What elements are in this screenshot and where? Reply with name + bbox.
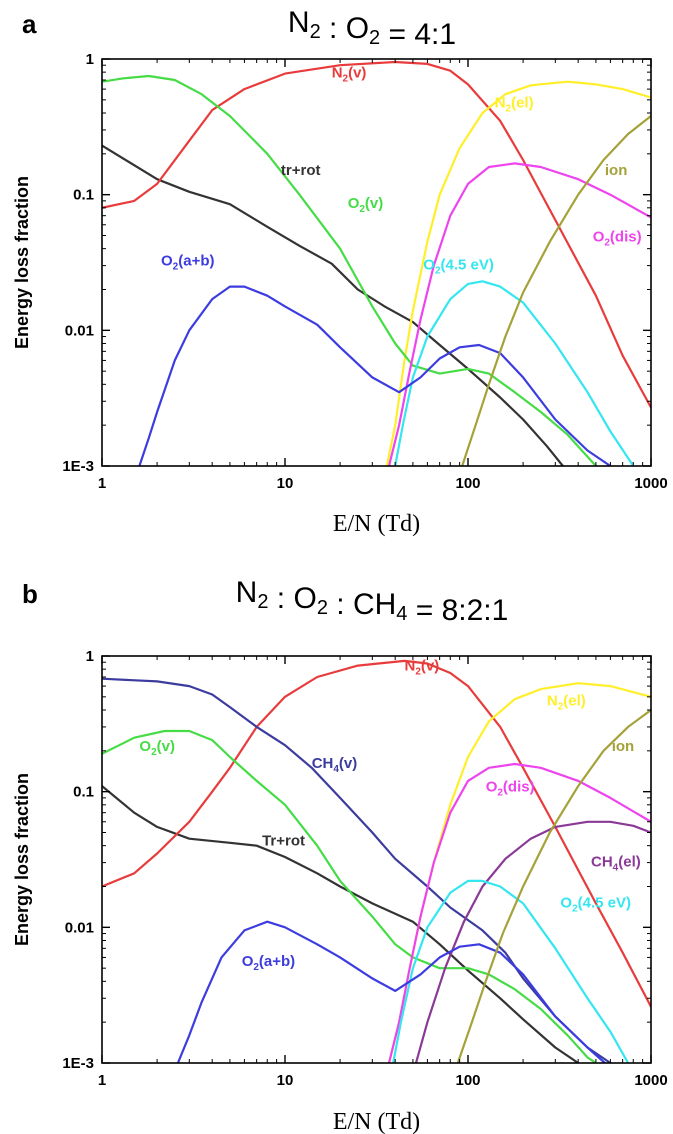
panel-letter: a bbox=[22, 9, 37, 39]
series-label: ion bbox=[605, 162, 628, 179]
y-tick-label: 1E-3 bbox=[62, 458, 94, 475]
x-axis-label: E/N (Td) bbox=[333, 1109, 420, 1134]
series-label: O2(a+b) bbox=[242, 953, 296, 973]
panel-b: b N2 : O2 : CH4 = 8:2:1 Tr+rot N2(v) N2(el) C… bbox=[12, 576, 668, 1134]
series-label: N2(v) bbox=[332, 65, 367, 85]
series-line-o2-4-5-ev- bbox=[392, 879, 630, 1063]
x-tick-label: 1 bbox=[98, 1072, 106, 1089]
series-group bbox=[102, 60, 651, 466]
series-label: O2(dis) bbox=[486, 779, 535, 799]
y-tick-label: 0.1 bbox=[73, 187, 94, 204]
panel-letter: b bbox=[22, 579, 38, 609]
x-tick-label: 1000 bbox=[634, 1072, 667, 1089]
plot-frame bbox=[101, 655, 652, 1064]
y-tick-label: 0.01 bbox=[65, 322, 94, 339]
chart-title: N2 : O2 = 4:1 bbox=[288, 6, 456, 51]
series-line-o2-a-b- bbox=[176, 920, 606, 1063]
x-tick-label: 10 bbox=[277, 475, 294, 492]
y-tick-label: 0.1 bbox=[73, 784, 94, 801]
series-label: O2(a+b) bbox=[161, 253, 215, 273]
x-tick-label: 10 bbox=[277, 1072, 294, 1089]
series-label: N2(el) bbox=[495, 94, 534, 114]
y-axis-label: Energy loss fraction bbox=[12, 176, 32, 349]
series-label: CH4(el) bbox=[591, 854, 641, 874]
y-tick-label: 0.01 bbox=[65, 919, 94, 936]
series-line-o2-v- bbox=[102, 729, 597, 1063]
series-line-ch4-el- bbox=[414, 820, 651, 1063]
series-label: O2(4.5 eV) bbox=[423, 257, 494, 277]
series-line-n2-v- bbox=[102, 60, 651, 409]
series-label: O2(v) bbox=[139, 738, 175, 758]
series-line-o2-v- bbox=[102, 74, 597, 466]
x-tick-label: 100 bbox=[455, 475, 480, 492]
y-axis-label: Energy loss fraction bbox=[12, 773, 32, 946]
series-label: CH4(v) bbox=[312, 755, 358, 775]
minor-ticks bbox=[102, 656, 651, 1063]
y-tick-label: 1 bbox=[86, 51, 94, 68]
series-line-o2-a-b- bbox=[138, 285, 612, 466]
series-label: ion bbox=[612, 738, 635, 755]
series-label: N2(v) bbox=[405, 658, 440, 678]
series-line-tr-rot bbox=[102, 785, 580, 1063]
chart-title: N2 : O2 : CH4 = 8:2:1 bbox=[236, 576, 509, 627]
series-line-ion bbox=[456, 708, 651, 1063]
series-line-ch4-v- bbox=[102, 677, 612, 1063]
minor-ticks bbox=[102, 59, 651, 466]
series-label: N2(el) bbox=[547, 693, 586, 713]
series-line-n2-el- bbox=[385, 80, 651, 466]
panel-a: a N2 : O2 = 4:1 tr+rot N2(v) N2(el) O2(v) O2(d… bbox=[12, 6, 668, 537]
plot-frame bbox=[101, 58, 652, 467]
x-tick-label: 1 bbox=[98, 475, 106, 492]
series-line-tr-rot bbox=[102, 144, 564, 466]
series-label: tr+rot bbox=[281, 162, 321, 179]
series-label: O2(v) bbox=[348, 195, 384, 215]
y-tick-label: 1E-3 bbox=[62, 1055, 94, 1072]
series-line-ion bbox=[461, 114, 651, 466]
series-line-n2-v- bbox=[102, 659, 651, 1008]
series-line-o2-dis- bbox=[387, 762, 651, 1063]
x-axis-label: E/N (Td) bbox=[333, 511, 420, 537]
y-tick-label: 1 bbox=[86, 648, 94, 665]
series-line-o2-dis- bbox=[387, 162, 651, 466]
series-label: O2(dis) bbox=[593, 229, 642, 249]
series-label: O2(4.5 eV) bbox=[560, 895, 631, 915]
x-tick-label: 100 bbox=[455, 1072, 480, 1089]
series-group bbox=[102, 659, 651, 1063]
series-line-o2-4-5-ev- bbox=[394, 280, 635, 466]
x-tick-label: 1000 bbox=[634, 475, 667, 492]
series-label: Tr+rot bbox=[262, 833, 305, 850]
